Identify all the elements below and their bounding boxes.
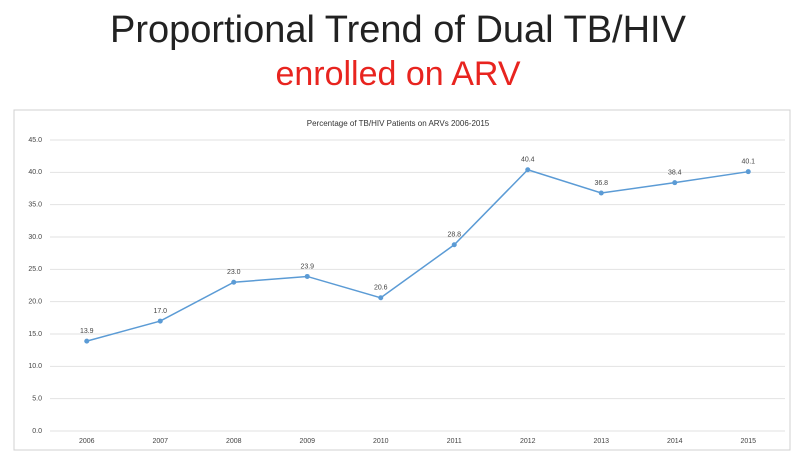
data-label: 28.8 (447, 232, 461, 239)
y-tick-label: 20.0 (28, 299, 42, 306)
x-tick-label: 2014 (667, 438, 683, 445)
y-tick-label: 15.0 (28, 331, 42, 338)
y-tick-label: 25.0 (28, 266, 42, 273)
y-tick-label: 5.0 (32, 396, 42, 403)
data-point (672, 180, 678, 186)
y-tick-label: 30.0 (28, 234, 42, 241)
chart-title: Percentage of TB/HIV Patients on ARVs 20… (307, 119, 490, 128)
x-tick-label: 2009 (299, 438, 315, 445)
x-tick-label: 2012 (520, 438, 536, 445)
y-tick-label: 35.0 (28, 202, 42, 209)
data-point (598, 190, 604, 196)
data-point (304, 273, 310, 279)
data-label: 36.8 (594, 180, 608, 187)
y-tick-label: 40.0 (28, 169, 42, 176)
data-label: 17.0 (153, 308, 167, 315)
data-point (451, 242, 457, 248)
data-point (378, 295, 384, 301)
data-point (525, 167, 531, 173)
x-tick-label: 2006 (79, 438, 95, 445)
x-tick-label: 2015 (740, 438, 756, 445)
x-tick-label: 2007 (152, 438, 168, 445)
data-label: 23.9 (300, 263, 314, 270)
data-point (745, 169, 751, 175)
y-tick-label: 0.0 (32, 428, 42, 435)
x-tick-label: 2010 (373, 438, 389, 445)
data-label: 13.9 (80, 328, 94, 335)
data-label: 40.4 (521, 157, 535, 164)
x-tick-label: 2013 (593, 438, 609, 445)
x-tick-label: 2008 (226, 438, 242, 445)
data-point (231, 279, 237, 285)
page-title: Proportional Trend of Dual TB/HIV (110, 9, 687, 51)
data-point (157, 318, 163, 324)
page-subtitle: enrolled on ARV (275, 55, 520, 93)
y-tick-label: 10.0 (28, 363, 42, 370)
data-label: 20.6 (374, 285, 388, 292)
data-label: 23.0 (227, 269, 241, 276)
x-tick-label: 2011 (447, 438, 462, 445)
data-label: 38.4 (668, 170, 682, 177)
data-label: 40.1 (741, 159, 755, 166)
data-point (84, 338, 90, 344)
y-tick-label: 45.0 (28, 137, 42, 144)
chart-frame (13, 109, 791, 451)
data-line (86, 168, 749, 342)
